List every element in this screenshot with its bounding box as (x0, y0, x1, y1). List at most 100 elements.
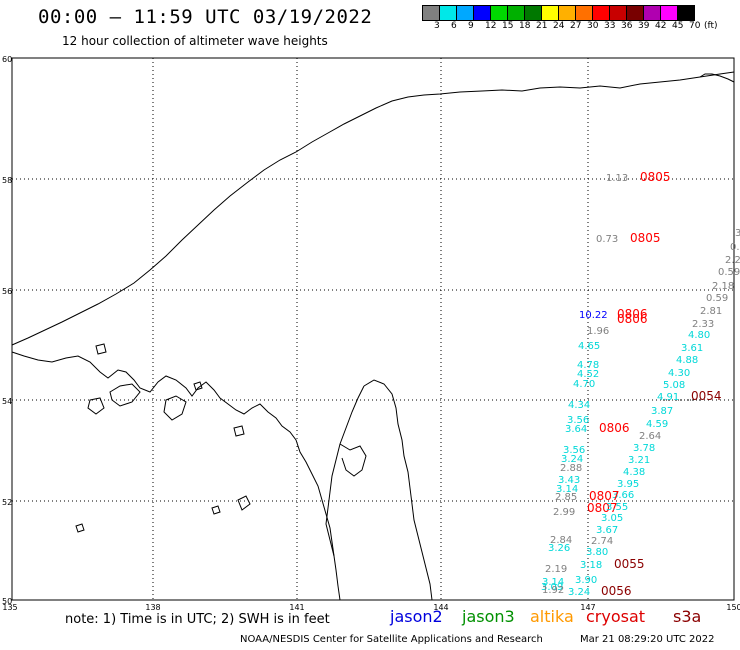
wave-height-value: 5.08 (663, 380, 685, 391)
legend-label: 24 (553, 21, 565, 31)
legend-label: 39 (638, 21, 650, 31)
graticule (12, 58, 734, 600)
wave-height-value: 3.55 (606, 502, 628, 513)
island-small-1 (95, 343, 107, 355)
wave-height-value: 2.74 (591, 536, 613, 547)
satellite-jason2: jason2 (390, 607, 443, 626)
pass-time-label: 0056 (601, 584, 632, 598)
wave-height-value: 3.56 (563, 445, 585, 456)
wave-height-value: 1.13 (606, 173, 628, 184)
wave-height-value: 3.67 (596, 525, 618, 536)
pass-time-label: 0055 (614, 557, 645, 571)
wave-height-value: 4.65 (578, 341, 600, 352)
note-text: note: 1) Time is in UTC; 2) SWH is in fe… (65, 612, 330, 627)
legend-label: (ft) (704, 21, 718, 31)
legend-swatch (677, 5, 695, 21)
legend-label: 18 (519, 21, 531, 31)
wave-height-value: 3.43 (558, 475, 580, 486)
legend-label: 70 (689, 21, 701, 31)
wave-height-value: 2.19 (545, 564, 567, 575)
wave-height-value: 4.38 (623, 467, 645, 478)
wave-height-value: 3.14 (556, 484, 578, 495)
map-title: 00:00 — 11:59 UTC 03/19/2022 (38, 6, 373, 28)
longitude-label: 138 (145, 603, 160, 612)
longitude-label: 147 (580, 603, 595, 612)
legend-label: 3 (434, 21, 440, 31)
wave-height-value: 0.59 (706, 293, 728, 304)
wave-height-value: 3.05 (601, 513, 623, 524)
island-shantar-2 (163, 395, 187, 421)
island-shantar-1 (109, 383, 141, 407)
pass-time-label: 0806 (617, 312, 648, 326)
longitude-label: 141 (289, 603, 304, 612)
legend-label: 15 (502, 21, 514, 31)
wave-height-value: 10.22 (579, 310, 608, 321)
wave-height-value: 2.99 (553, 507, 575, 518)
sakhalin-island (325, 379, 433, 601)
wave-height-value: 3.26 (548, 543, 570, 554)
latitude-label: 58 (2, 176, 12, 185)
legend-label: 30 (587, 21, 599, 31)
wave-height-value: 3.87 (651, 406, 673, 417)
latitude-label: 52 (2, 498, 12, 507)
satellite-altika: altika (530, 607, 574, 626)
pass-time-label: 0805 (640, 170, 671, 184)
wave-height-value: 2.33 (692, 319, 714, 330)
wave-height-value: 3.24 (561, 454, 583, 465)
wave-height-value: 2.88 (560, 463, 582, 474)
wave-height-value: 3.66 (612, 490, 634, 501)
wave-height-value: 2.64 (639, 431, 661, 442)
wave-height-value: 2.2 (725, 255, 740, 266)
wave-height-value: 0.59 (718, 267, 740, 278)
legend-label: 42 (655, 21, 667, 31)
footer-credit: NOAA/NESDIS Center for Satellite Applica… (240, 634, 543, 645)
legend-label: 12 (485, 21, 497, 31)
wave-height-value: 4.59 (646, 419, 668, 430)
wave-height-value: 3.21 (628, 455, 650, 466)
latitude-label: 56 (2, 287, 12, 296)
sakhalin-bay (339, 443, 367, 477)
satellite-cryosat: cryosat (586, 607, 646, 626)
wave-height-value: 3.90 (575, 575, 597, 586)
pass-time-label: 0807 (589, 489, 620, 503)
legend-label: 27 (570, 21, 582, 31)
latitude-labels: 60 58 56 54 52 50 (2, 55, 12, 606)
island-small-6 (193, 381, 203, 391)
wave-height-value: 3.95 (617, 479, 639, 490)
legend-label: 33 (604, 21, 616, 31)
latitude-label: 50 (2, 597, 12, 606)
wave-height-value: 3.24 (568, 587, 590, 598)
wave-height-value: 2.85 (555, 492, 577, 503)
wave-height-value: 2.81 (700, 306, 722, 317)
longitude-labels: 135 138 141 144 147 150 (2, 603, 740, 612)
wave-height-value: 0.73 (596, 234, 618, 245)
wave-height-value: 4.70 (573, 379, 595, 390)
wave-height-value: 4.30 (668, 368, 690, 379)
coastline-north (11, 71, 735, 346)
wave-height-value: 3.78 (633, 443, 655, 454)
wave-height-value: 0. (730, 242, 740, 253)
island-shantar-3 (87, 397, 105, 415)
wave-height-value: 2.18 (712, 281, 734, 292)
wave-height-value: 4.80 (688, 330, 710, 341)
island-small-3 (237, 495, 251, 511)
wave-height-value: 3 (735, 228, 740, 239)
satellite-s3a: s3a (673, 607, 702, 626)
wave-height-value: 4.88 (676, 355, 698, 366)
wave-height-value: 4.91 (657, 392, 679, 403)
legend-label: 36 (621, 21, 633, 31)
longitude-label: 150 (726, 603, 740, 612)
pass-time-label: 0807 (587, 501, 618, 515)
longitude-label: 135 (2, 603, 17, 612)
pass-time-label: 0806 (617, 307, 648, 321)
wave-height-value: 4.52 (577, 369, 599, 380)
legend-label: 45 (672, 21, 684, 31)
wave-height-value: 4.34 (568, 400, 590, 411)
wave-height-value: 3.14 (542, 577, 564, 588)
wave-height-value: 3.61 (681, 343, 703, 354)
wave-height-value: 4.78 (577, 360, 599, 371)
coastline-northeast (699, 73, 735, 83)
legend-label: 6 (451, 21, 457, 31)
